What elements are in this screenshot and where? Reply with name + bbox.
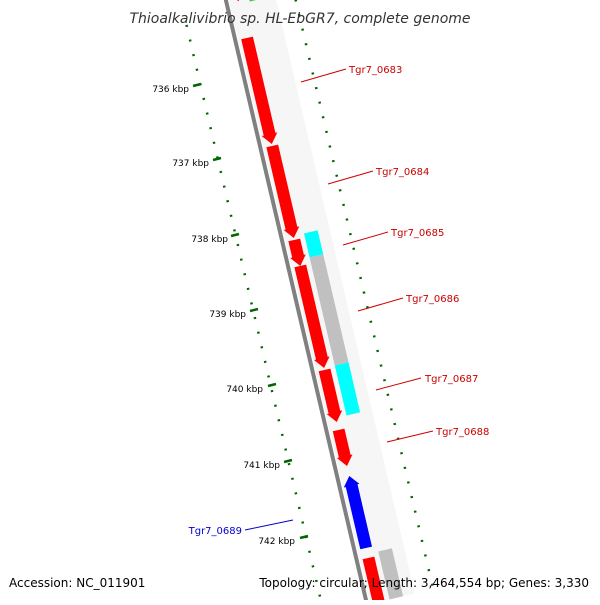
leader-line-tgr7-0684 — [327, 170, 374, 185]
scale-label-740: 740 kbp — [226, 385, 263, 395]
feature-block-cyan-2[interactable] — [334, 362, 361, 416]
gene-label-tgr7-0686[interactable]: Tgr7_0686 — [405, 294, 459, 305]
scale-label-738: 738 kbp — [191, 235, 228, 245]
gene-label-tgr7-0683[interactable]: Tgr7_0683 — [348, 65, 402, 76]
scale-tick-737 — [212, 156, 222, 162]
scale-tick-738 — [230, 232, 240, 238]
feature-track — [228, 0, 404, 605]
cds-arrow-forward-3[interactable] — [266, 144, 300, 238]
scale-tick-739 — [249, 307, 259, 313]
accession-text: Accession: NC_011901 — [9, 576, 145, 590]
cds-arrow-forward-2[interactable] — [241, 36, 278, 144]
cds-arrow-forward-8[interactable] — [362, 556, 390, 605]
feature-block-gray-bottom[interactable] — [378, 548, 404, 600]
genome-summary-text: Topology: circular; Length: 3,464,554 bp… — [258, 576, 589, 590]
scale-tick-742 — [299, 534, 309, 540]
gene-label-tgr7-0689[interactable]: Tgr7_0689 — [188, 526, 242, 537]
cds-arrow-reverse-1[interactable] — [343, 476, 372, 550]
scale-label-739: 739 kbp — [209, 310, 246, 320]
scale-label-741: 741 kbp — [243, 461, 280, 471]
feature-block-green[interactable] — [248, 0, 264, 2]
leader-line-tgr7-0689 — [244, 519, 294, 531]
backbone — [223, 0, 370, 605]
page-title: Thioalkalivibrio sp. HL-EbGR7, complete … — [129, 11, 470, 27]
scale-label-737: 737 kbp — [172, 159, 209, 169]
leader-line-tgr7-0687 — [375, 377, 422, 391]
scale-label-742: 742 kbp — [258, 537, 295, 547]
scale-tick-736 — [192, 82, 202, 88]
feature-block-cyan-1[interactable] — [304, 230, 324, 258]
cds-arrow-forward-7[interactable] — [332, 428, 353, 466]
cds-arrow-forward-6[interactable] — [318, 368, 343, 422]
feature-block-gray[interactable] — [309, 254, 349, 366]
scale-ticks — [192, 82, 309, 540]
gene-label-tgr7-0688[interactable]: Tgr7_0688 — [435, 427, 489, 438]
backbone-line — [223, 0, 370, 605]
scale-tick-741 — [283, 458, 293, 464]
cds-arrow-forward-1[interactable] — [228, 0, 244, 2]
leader-line-tgr7-0685 — [342, 231, 389, 246]
scale-label-736: 736 kbp — [152, 85, 189, 95]
cds-arrow-forward-4[interactable] — [288, 238, 306, 266]
leader-line-tgr7-0688 — [386, 430, 434, 443]
leader-line-tgr7-0686 — [357, 297, 404, 312]
gene-label-tgr7-0685[interactable]: Tgr7_0685 — [390, 228, 444, 239]
leader-line-tgr7-0683 — [300, 68, 347, 83]
gene-label-tgr7-0687[interactable]: Tgr7_0687 — [424, 374, 478, 385]
scale-tick-740 — [267, 382, 277, 388]
label-leaders — [244, 68, 434, 531]
gene-label-tgr7-0684[interactable]: Tgr7_0684 — [375, 167, 429, 178]
cds-arrow-forward-5[interactable] — [294, 264, 330, 368]
